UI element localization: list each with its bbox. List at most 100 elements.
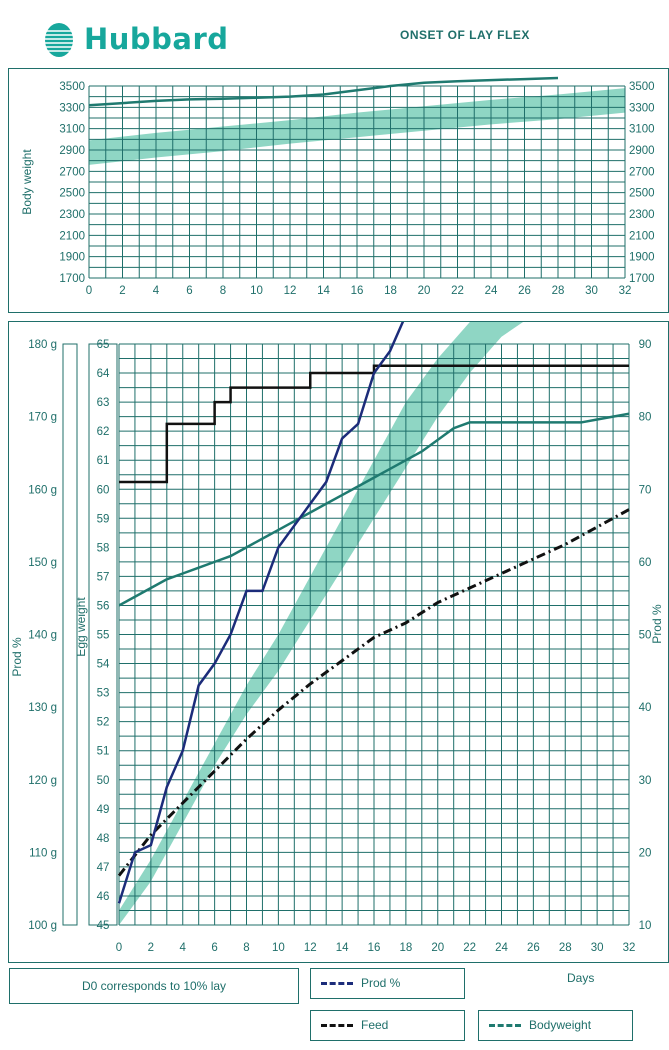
x-tick-label: 2 (119, 285, 125, 297)
x-tick-label: 32 (623, 942, 636, 954)
d0-note-text: D0 corresponds to 10% lay (81, 979, 227, 993)
x-tick-label: 14 (317, 285, 330, 297)
legend-feed-label: Feed (361, 1018, 389, 1032)
egg-weight-axis-title: Egg weight (74, 597, 88, 657)
egg-weight-tick-label: 65 (97, 339, 110, 351)
prod-tick-label-right: 20 (639, 847, 652, 859)
y-tick-label-right: 3100 (629, 124, 655, 136)
feed-swatch-icon (321, 1024, 353, 1027)
prod-tick-label-right: 10 (639, 920, 652, 932)
egg-weight-tick-label: 50 (97, 775, 110, 787)
y-axis-label: Body weight (20, 149, 34, 215)
y-tick-label-left: 2500 (59, 188, 85, 200)
y-tick-label-left: 2300 (59, 209, 85, 221)
y-tick-label-right: 1700 (629, 273, 655, 285)
feed-tick-label: 170 g (28, 412, 57, 424)
y-tick-label-left: 3500 (59, 81, 85, 93)
x-tick-label: 4 (180, 942, 187, 954)
prod-axis-title-left: Prod % (10, 637, 24, 677)
legend-feed: Feed (310, 1010, 465, 1041)
x-tick-label: 14 (336, 942, 349, 954)
x-tick-label: 20 (418, 285, 431, 297)
prod-tick-label-right: 50 (639, 630, 652, 642)
feed-tick-label: 110 g (29, 847, 57, 859)
x-tick-label: 10 (272, 942, 285, 954)
x-tick-label: 16 (368, 942, 381, 954)
egg-weight-tick-label: 62 (97, 426, 110, 438)
egg-weight-tick-label: 53 (97, 688, 110, 700)
feed-tick-label: 120 g (28, 775, 57, 787)
x-tick-label: 6 (211, 942, 217, 954)
chart-title: ONSET OF LAY FLEX (400, 28, 530, 42)
y-tick-label-right: 2100 (629, 230, 655, 242)
y-tick-label-right: 2700 (629, 166, 655, 178)
x-tick-label: 12 (304, 942, 317, 954)
y-tick-label-right: 3500 (629, 81, 655, 93)
x-tick-label: 26 (518, 285, 531, 297)
egg-weight-line (118, 412, 630, 607)
prod-tick-label-right: 60 (639, 557, 652, 569)
days-label: Days (567, 971, 595, 985)
egg-weight-tick-label: 52 (97, 717, 110, 729)
hubbard-logo-icon (45, 23, 73, 57)
x-tick-label: 22 (463, 942, 476, 954)
feed-tick-label: 140 g (28, 630, 57, 642)
x-tick-label: 4 (153, 285, 160, 297)
x-tick-label: 2 (148, 942, 154, 954)
prod-tick-label-right: 80 (639, 412, 652, 424)
feed-tick-label: 150 g (28, 557, 57, 569)
feed-tick-label: 180 g (28, 339, 57, 351)
feed-axis-strip (62, 343, 78, 926)
prod-tick-label-right: 70 (639, 484, 652, 496)
production-panel: 100 g 110 g 120 g 130 g 140 g 150 g 160 g 170 g… (8, 117, 669, 963)
legend-bodyweight: Bodyweight (478, 1010, 633, 1041)
egg-weight-tick-label: 54 (97, 659, 110, 671)
egg-weight-tick-label: 63 (97, 397, 110, 409)
body-weight-panel: 1700 1700 1900 1900 2100 2100 2300 2300 2500 2500… (8, 68, 669, 313)
egg-weight-tick-label: 48 (97, 833, 110, 845)
y-tick-label-right: 1900 (629, 252, 655, 264)
x-tick-label: 22 (451, 285, 464, 297)
x-tick-label: 10 (250, 285, 263, 297)
egg-weight-trend-line (117, 508, 630, 877)
prod-tick-label-right: 30 (639, 775, 652, 787)
y-tick-label-right: 3300 (629, 102, 655, 114)
egg-weight-tick-label: 58 (97, 542, 110, 554)
y-tick-label-left: 3300 (59, 102, 85, 114)
x-tick-label: 26 (527, 942, 540, 954)
x-tick-label: 28 (559, 942, 572, 954)
x-tick-label: 8 (243, 942, 249, 954)
egg-weight-tick-label: 55 (97, 630, 110, 642)
egg-weight-tick-label: 46 (97, 891, 110, 903)
x-tick-label: 28 (552, 285, 565, 297)
feed-tick-label: 100 g (28, 920, 57, 932)
prod-tick-label-right: 40 (639, 702, 652, 714)
egg-weight-tick-label: 45 (97, 920, 110, 932)
egg-weight-tick-label: 51 (97, 746, 110, 758)
egg-weight-tick-label: 56 (97, 600, 110, 612)
x-tick-label: 30 (585, 285, 598, 297)
x-tick-label: 18 (384, 285, 397, 297)
x-tick-label: 32 (619, 285, 632, 297)
y-tick-label-left: 2700 (59, 166, 85, 178)
egg-weight-tick-label: 60 (97, 484, 110, 496)
legend-prod: Prod % (310, 968, 465, 999)
legend-bodyweight-label: Bodyweight (529, 1018, 592, 1032)
y-tick-label-left: 3100 (59, 124, 85, 136)
x-tick-label: 8 (220, 285, 226, 297)
x-tick-label: 16 (351, 285, 364, 297)
egg-weight-tick-label: 59 (97, 513, 110, 525)
x-tick-label: 24 (495, 942, 508, 954)
bodyweight-swatch-icon (489, 1024, 521, 1027)
feed-tick-label: 130 g (28, 702, 57, 714)
legend-prod-label: Prod % (361, 976, 401, 990)
x-tick-label: 0 (116, 942, 122, 954)
y-tick-label-left: 1700 (59, 273, 85, 285)
x-tick-label: 0 (86, 285, 92, 297)
d0-note-box: D0 corresponds to 10% lay (9, 968, 299, 1004)
y-tick-label-right: 2900 (629, 145, 655, 157)
y-tick-label-left: 2900 (59, 145, 85, 157)
y-tick-label-left: 1900 (59, 252, 85, 264)
brand-name: Hubbard (84, 22, 229, 56)
